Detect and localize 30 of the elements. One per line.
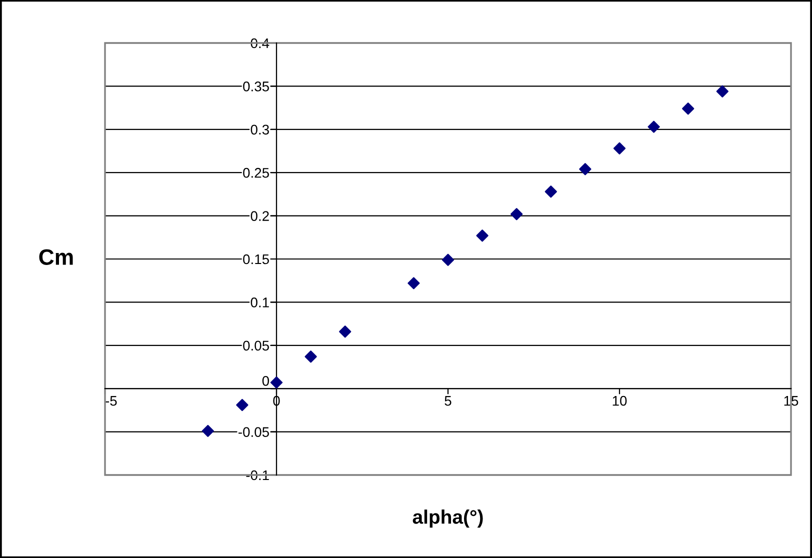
x-tick-label: 15 [784, 396, 798, 406]
point [442, 254, 454, 266]
point [236, 398, 248, 412]
x-tick-label: -5 [106, 396, 117, 406]
point [476, 230, 488, 242]
x-axis-title: alpha(°) [412, 510, 483, 528]
point [613, 142, 626, 154]
point [682, 102, 694, 115]
y-tick-label: 0.3 [250, 124, 269, 135]
y-tick-label: 0.25 [243, 168, 269, 178]
y-tick-label: 0.15 [243, 254, 269, 264]
point [304, 350, 317, 363]
y-tick-label: 0 [262, 376, 270, 386]
point [510, 208, 523, 220]
point [202, 424, 214, 438]
point [648, 120, 660, 133]
y-tick-label: 0.35 [243, 82, 269, 92]
x-tick-label: 10 [612, 396, 627, 406]
point [408, 277, 420, 290]
y-tick-label: 0.05 [243, 340, 269, 351]
point [339, 326, 352, 338]
y-tick-label: 0.2 [250, 211, 269, 221]
x-tick-label: 5 [444, 396, 452, 406]
point [270, 376, 283, 389]
point [716, 85, 728, 98]
y-axis-title: Cm [39, 249, 73, 265]
point [544, 186, 557, 198]
point [579, 163, 592, 176]
y-tick-label: -0.05 [238, 427, 269, 437]
y-tick-label: 0.1 [250, 298, 269, 308]
